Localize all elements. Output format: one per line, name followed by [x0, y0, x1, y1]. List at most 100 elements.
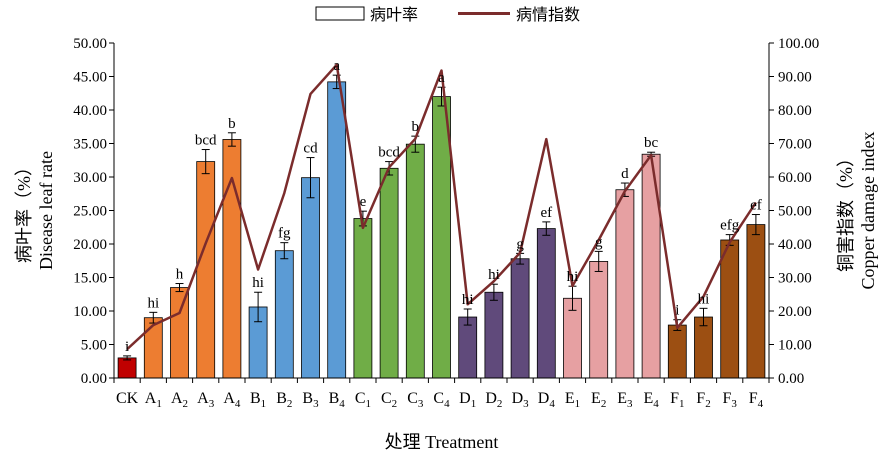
significance-label: fg	[278, 226, 291, 242]
significance-label: hi	[462, 292, 474, 308]
significance-label: d	[621, 166, 629, 182]
bar	[405, 143, 425, 379]
right-axis-title-cn: 铜害指数（%）	[836, 149, 856, 272]
left-tick-label: 40.00	[73, 103, 107, 119]
right-tick-label: 50.00	[778, 204, 812, 220]
x-tick-label: F1	[670, 390, 684, 410]
bar	[589, 261, 609, 379]
x-tick-label: B1	[250, 390, 266, 410]
significance-label: h	[176, 267, 184, 283]
significance-label: cd	[303, 141, 318, 157]
right-tick-label: 0.00	[778, 371, 804, 387]
bar-series-disease-leaf-rate	[117, 81, 766, 379]
x-tick-label: A3	[197, 390, 215, 410]
left-tick-label: 35.00	[73, 137, 107, 153]
legend: 病叶率 病情指数	[315, 5, 580, 24]
left-tick-label: 5.00	[81, 338, 107, 354]
axes	[109, 42, 774, 383]
x-tick-label: D2	[485, 390, 502, 410]
significance-label: g	[516, 236, 524, 252]
left-axis-title-cn: 病叶率（%）	[14, 158, 34, 263]
x-axis-title: 处理 Treatment	[385, 432, 499, 452]
bar	[720, 239, 740, 379]
left-tick-label: 10.00	[73, 304, 107, 320]
left-tick-label: 25.00	[73, 204, 107, 220]
right-tick-label: 90.00	[778, 70, 812, 86]
bar	[510, 258, 530, 379]
significance-label: hi	[147, 295, 159, 311]
x-tick-label: B2	[276, 390, 292, 410]
right-tick-label: 100.00	[778, 36, 819, 52]
x-tick-label: F4	[749, 390, 764, 410]
left-tick-label: 15.00	[73, 271, 107, 287]
significance-label: bcd	[195, 133, 217, 149]
significance-label: a	[333, 58, 340, 74]
x-tick-label: A2	[171, 390, 188, 410]
x-tick-label: A1	[145, 390, 162, 410]
x-tick-label: CK	[116, 390, 139, 407]
x-tick-label: A4	[223, 390, 241, 410]
right-tick-label: 10.00	[778, 338, 812, 354]
x-tick-label: C1	[355, 390, 371, 410]
bar	[196, 161, 216, 379]
significance-label: hi	[698, 291, 710, 307]
x-tick-label: F2	[696, 390, 710, 410]
x-tick-label: B3	[302, 390, 319, 410]
left-tick-label: 45.00	[73, 70, 107, 86]
bar	[536, 228, 556, 379]
significance-label: bc	[644, 135, 659, 151]
x-tick-label: C4	[433, 390, 450, 410]
left-tick-label: 20.00	[73, 237, 107, 253]
right-axis-title-en: Copper damage index	[858, 132, 878, 290]
right-tick-label: 60.00	[778, 170, 812, 186]
x-tick-label: D4	[538, 390, 556, 410]
x-tick-label: D1	[459, 390, 476, 410]
x-tick-label: D3	[512, 390, 530, 410]
x-tick-label: F3	[722, 390, 737, 410]
significance-label: efg	[720, 218, 740, 234]
significance-label: ef	[750, 198, 762, 214]
x-tick-label: E2	[591, 390, 606, 410]
bar	[274, 250, 294, 379]
x-tick-label: E1	[565, 390, 580, 410]
significance-label: i	[125, 339, 129, 355]
left-tick-label: 50.00	[73, 36, 107, 52]
right-tick-label: 20.00	[778, 304, 812, 320]
left-axis-title-en: Disease leaf rate	[36, 151, 56, 270]
significance-label: hi	[567, 269, 579, 285]
bar	[432, 96, 451, 379]
x-tick-label: E3	[617, 390, 633, 410]
bar	[458, 316, 478, 379]
significance-label: b	[228, 116, 236, 132]
x-tick-label: C2	[381, 390, 397, 410]
bar	[117, 357, 137, 379]
bar	[379, 167, 399, 379]
significance-label: g	[595, 234, 603, 250]
x-tick-label: B4	[329, 390, 346, 410]
x-tick-label: E4	[643, 390, 659, 410]
significance-label: a	[438, 70, 445, 86]
bar	[353, 218, 373, 379]
legend-bar-label: 病叶率	[370, 5, 418, 24]
labels: 0.00 5.00 10.00 15.00 20.00 25.00 30.00 35.00 40…	[14, 36, 878, 452]
significance-label: i	[675, 303, 679, 319]
right-tick-label: 40.00	[778, 237, 812, 253]
significance-label: e	[360, 194, 367, 210]
bar	[667, 324, 687, 379]
x-tick-label: C3	[407, 390, 424, 410]
bar	[222, 139, 242, 379]
right-tick-label: 70.00	[778, 137, 812, 153]
left-tick-label: 30.00	[73, 170, 107, 186]
line-series-disease-index	[126, 63, 757, 351]
significance-label: hi	[252, 275, 264, 291]
significance-label: b	[412, 119, 420, 135]
bar	[484, 291, 504, 379]
bar	[301, 177, 320, 379]
right-tick-label: 30.00	[778, 271, 812, 287]
bar	[170, 287, 189, 379]
left-tick-label: 0.00	[81, 371, 107, 387]
significance-label: hi	[488, 267, 500, 283]
bar	[641, 153, 661, 379]
significance-label: bcd	[378, 145, 400, 161]
